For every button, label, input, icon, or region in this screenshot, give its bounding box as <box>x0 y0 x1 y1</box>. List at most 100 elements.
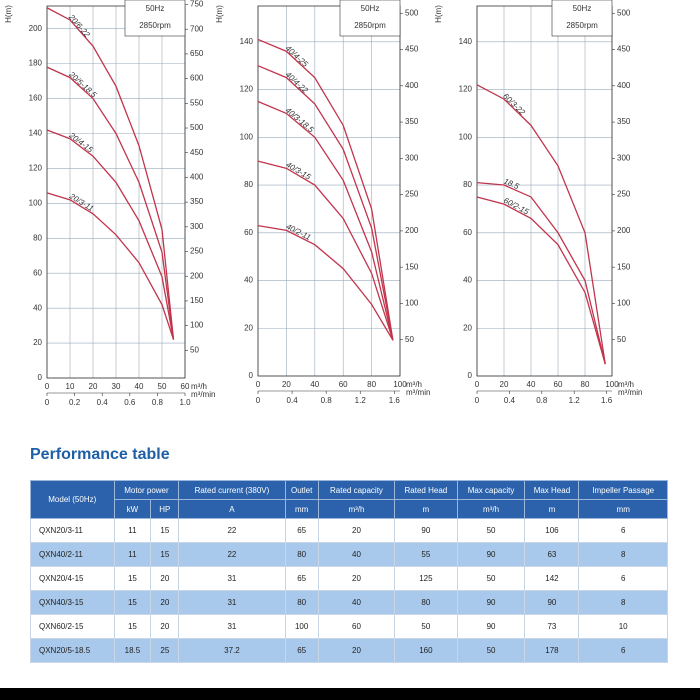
pump-curve <box>257 100 394 341</box>
x2-axis-label: m³/min <box>406 388 430 397</box>
pump-curve <box>46 129 175 340</box>
y2-tick-label: 350 <box>190 197 204 206</box>
x2-tick-label: 0.4 <box>97 398 109 407</box>
table-cell: 55 <box>394 542 458 567</box>
table-cell: 20 <box>150 590 180 615</box>
x2-tick-label: 0 <box>45 398 50 407</box>
header-cell: Max Head <box>524 480 580 500</box>
model-cell: QXN40/2-11 <box>30 542 115 567</box>
y-tick-label: 180 <box>29 59 43 68</box>
table-cell: 11 <box>113 518 152 543</box>
table-cell: 65 <box>284 638 319 663</box>
y-tick-label: 20 <box>244 323 253 332</box>
curve-label: 20/3-11 <box>67 191 95 213</box>
y-tick-label: 80 <box>33 233 42 242</box>
curve-label: 40/2-11 <box>285 222 313 242</box>
chart: 0 10 20 30 40 50 600 0.2 0.4 0.6 0.8 1.002040608010… <box>4 0 215 407</box>
bottom-bar <box>0 688 700 700</box>
table-cell: 15 <box>113 614 152 639</box>
table-row: QXN60/2-15 15 20 31 100 60 50 90 73 10 <box>30 614 668 639</box>
x-tick-label: 30 <box>112 382 121 391</box>
y2-tick-label: 400 <box>190 173 204 182</box>
speed: 2850rpm <box>566 21 598 30</box>
y-tick-label: 0 <box>38 373 43 382</box>
table-cell: 90 <box>394 518 458 543</box>
curve-label: 60/3-22 <box>501 92 527 118</box>
x2-tick-label: 0.6 <box>124 398 136 407</box>
x-tick-label: 50 <box>158 382 167 391</box>
table-cell: 90 <box>456 542 526 567</box>
y2-tick-label: 550 <box>190 98 204 107</box>
y-tick-label: 80 <box>463 180 472 189</box>
table-cell: 15 <box>150 542 180 567</box>
x-axis-label: m³/h <box>191 382 207 391</box>
table-cell: 90 <box>456 614 526 639</box>
table-cell: 142 <box>524 566 580 591</box>
curve-label: 40/3-15 <box>284 160 312 182</box>
curve-label: 40/3-18.5 <box>284 106 316 135</box>
y-axis-label: H(m) <box>4 5 13 23</box>
table-cell: 37.2 <box>178 638 286 663</box>
y2-tick-label: 200 <box>617 226 631 235</box>
y-tick-label: 100 <box>240 132 254 141</box>
x-tick-label: 0 <box>256 380 261 389</box>
x-tick-label: 10 <box>66 382 75 391</box>
frequency: 50Hz <box>573 4 592 13</box>
y-tick-label: 120 <box>29 164 43 173</box>
x2-tick-label: 0.8 <box>321 396 333 405</box>
x2-tick-label: 0.2 <box>69 398 81 407</box>
speed: 2850rpm <box>354 21 386 30</box>
frequency: 50Hz <box>146 4 165 13</box>
pump-curve <box>46 7 175 340</box>
plot-frame <box>257 5 401 377</box>
table-cell: 8 <box>578 590 668 615</box>
y-axis-label: H(m) <box>434 5 443 23</box>
model-cell: QXN20/4-15 <box>30 566 115 591</box>
table-cell: 22 <box>178 542 286 567</box>
y2-tick-label: 50 <box>405 335 414 344</box>
x-axis-label: m³/h <box>406 380 422 389</box>
table-cell: 40 <box>317 542 396 567</box>
table-cell: 60 <box>317 614 396 639</box>
x-axis-label: m³/h <box>618 380 634 389</box>
unit-cell: m³/h <box>317 499 396 519</box>
unit-cell: m <box>394 499 458 519</box>
table-cell: 20 <box>150 566 180 591</box>
table-title: Performance table <box>30 446 170 463</box>
pump-curve <box>257 65 394 341</box>
x2-tick-label: 0.4 <box>504 396 516 405</box>
y-tick-label: 40 <box>33 303 42 312</box>
x2-tick-label: 1.2 <box>355 396 367 405</box>
table-row: QXN20/3-11 11 15 22 65 20 90 50 106 6 <box>30 518 668 543</box>
y-tick-label: 20 <box>33 338 42 347</box>
table-cell: 90 <box>456 590 526 615</box>
y-tick-label: 140 <box>240 37 254 46</box>
y-tick-label: 120 <box>240 85 254 94</box>
unit-cell: mm <box>578 499 668 519</box>
y2-tick-label: 300 <box>190 222 204 231</box>
x2-tick-label: 0 <box>256 396 261 405</box>
y-tick-label: 200 <box>29 24 43 33</box>
table-cell: 106 <box>524 518 580 543</box>
table-cell: 20 <box>317 566 396 591</box>
table-cell: 50 <box>456 518 526 543</box>
y2-tick-label: 100 <box>617 299 631 308</box>
table-cell: 65 <box>284 566 319 591</box>
x-tick-label: 0 <box>475 380 480 389</box>
pump-curve <box>476 84 606 365</box>
y2-tick-label: 200 <box>190 271 204 280</box>
table-cell: 20 <box>317 518 396 543</box>
pump-curve <box>257 160 394 341</box>
pump-curve <box>476 196 606 365</box>
table-cell: 8 <box>578 542 668 567</box>
table-cell: 80 <box>394 590 458 615</box>
table-cell: 20 <box>150 614 180 639</box>
table-cell: 18.5 <box>113 638 152 663</box>
speed: 2850rpm <box>139 21 171 30</box>
table-cell: 65 <box>284 518 319 543</box>
unit-cell: A <box>178 499 286 519</box>
table-cell: 100 <box>284 614 319 639</box>
table-cell: 63 <box>524 542 580 567</box>
table-cell: 11 <box>113 542 152 567</box>
